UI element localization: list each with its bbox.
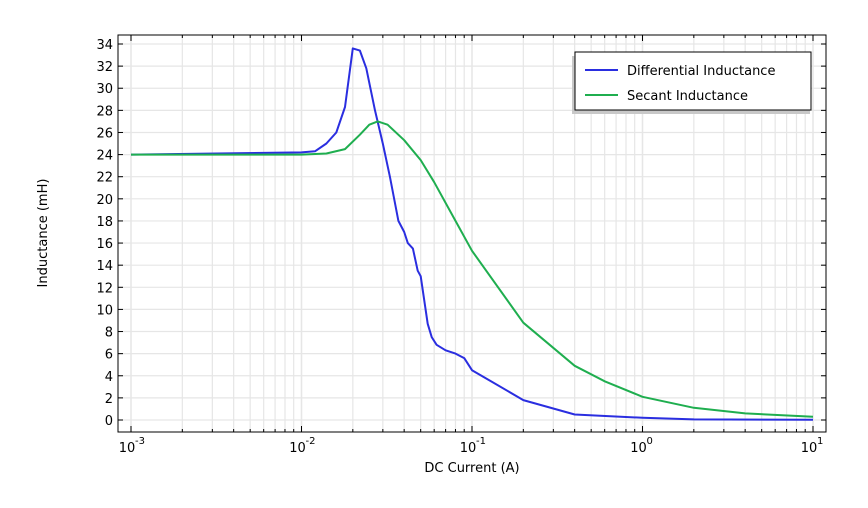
y-tick-label: 16 <box>96 237 113 252</box>
y-tick-label: 34 <box>96 38 113 53</box>
y-tick-label: 2 <box>105 392 113 407</box>
y-tick-label: 18 <box>96 215 113 230</box>
y-tick-label: 4 <box>105 370 113 385</box>
y-tick-label: 20 <box>96 193 113 208</box>
x-axis-label: DC Current (A) <box>424 461 519 476</box>
legend-box <box>574 51 812 111</box>
series-line-differential <box>130 47 814 421</box>
y-axis-label: Inductance (mH) <box>36 179 51 288</box>
y-tick-label: 26 <box>96 126 113 141</box>
legend-label-secant: Secant Inductance <box>627 89 748 104</box>
x-tick-exponent: -3 <box>135 436 145 447</box>
series-line-secant <box>131 120 814 418</box>
y-tick-label: 0 <box>105 414 113 429</box>
legend: Differential Inductance Secant Inductanc… <box>572 51 812 114</box>
x-tick-exponent: -1 <box>476 436 486 447</box>
y-tick-label: 32 <box>96 60 113 75</box>
x-tick-label: 10 <box>630 441 647 456</box>
y-tick-label: 12 <box>96 281 113 296</box>
x-tick-label: 10 <box>801 441 818 456</box>
y-tick-label: 30 <box>96 82 113 97</box>
x-tick-exponent: -2 <box>306 436 316 447</box>
x-tick-label: 10 <box>289 441 306 456</box>
plot-frame <box>117 34 827 433</box>
y-tick-label: 14 <box>96 259 113 274</box>
y-tick-label: 24 <box>96 149 113 164</box>
x-tick-label: 10 <box>119 441 136 456</box>
x-tick-label: 10 <box>460 441 477 456</box>
x-tick-exponent: 1 <box>817 436 823 447</box>
y-tick-label: 22 <box>96 171 113 186</box>
y-tick-label: 10 <box>96 303 113 318</box>
y-tick-label: 6 <box>105 348 113 363</box>
y-tick-label: 28 <box>96 104 113 119</box>
legend-label-differential: Differential Inductance <box>627 64 775 79</box>
y-tick-label: 8 <box>105 326 113 341</box>
x-tick-exponent: 0 <box>647 436 653 447</box>
series-lines <box>130 47 814 421</box>
